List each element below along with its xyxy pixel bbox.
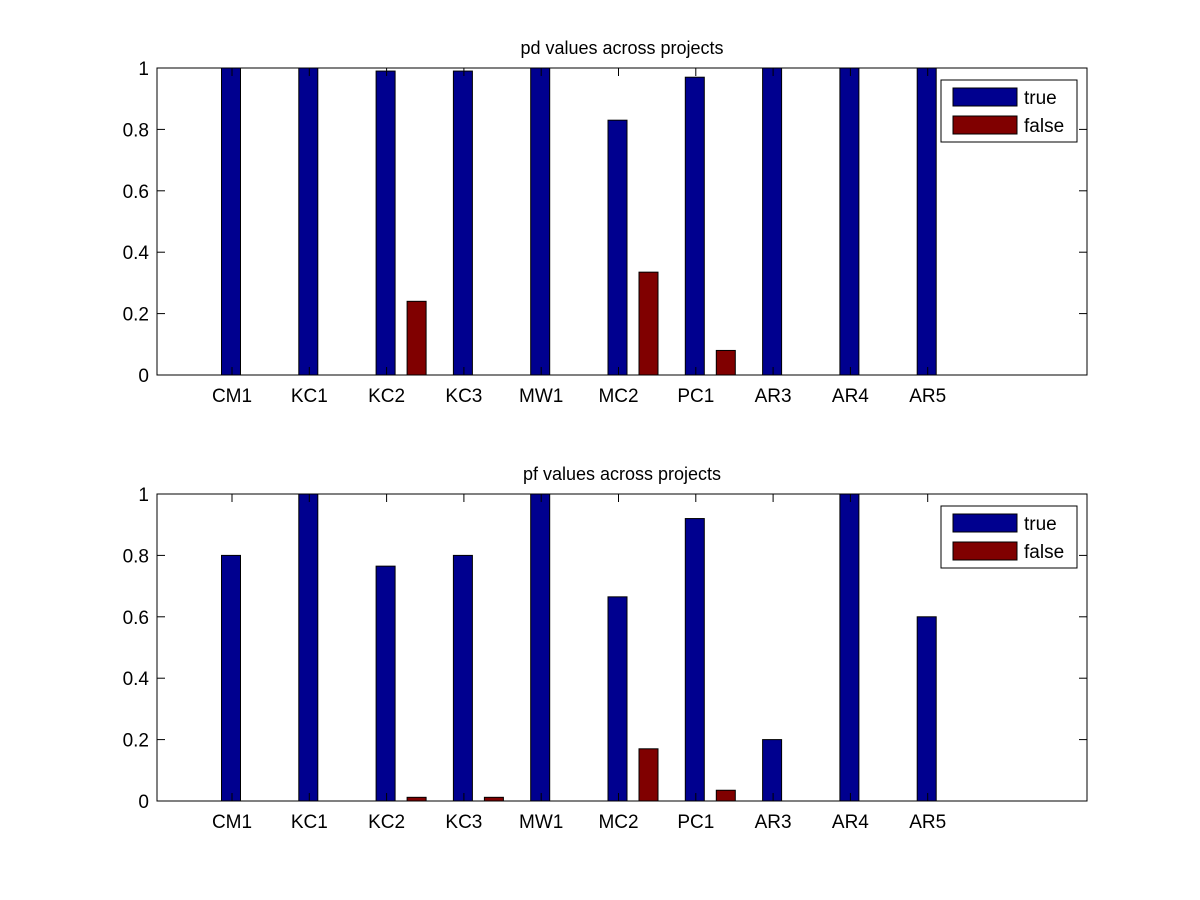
y-tick-label: 0.6 (123, 182, 149, 203)
bar-false-kc3 (483, 796, 504, 802)
y-tick-label: 0.4 (123, 669, 150, 690)
bar-true-ar5 (916, 616, 937, 802)
legend: true false (940, 79, 1078, 143)
bar-true-mw1 (530, 493, 551, 802)
x-tick-label-kc1: KC1 (291, 812, 328, 833)
bar-true-mc2 (607, 119, 628, 376)
x-tick-label-kc3: KC3 (445, 812, 482, 833)
bar-true-kc2 (375, 565, 396, 802)
bar-true-mw1 (530, 67, 551, 376)
x-tick-label-pc1: PC1 (677, 812, 714, 833)
y-tick-label: 0 (138, 792, 149, 813)
bar-true-kc1 (298, 493, 319, 802)
x-tick-label-mc2: MC2 (598, 812, 638, 833)
x-tick-label-mw1: MW1 (519, 386, 563, 407)
x-tick-label-kc2: KC2 (368, 386, 405, 407)
legend: true false (940, 505, 1078, 569)
x-tick-label-ar5: AR5 (909, 812, 946, 833)
bar-true-mc2 (607, 596, 628, 802)
legend-label-false: false (1024, 116, 1064, 137)
bar-true-kc3 (452, 554, 473, 802)
bar-true-ar4 (839, 493, 860, 802)
bar-false-mc2 (638, 271, 659, 376)
chart-2: 0 0.2 0.4 0.6 0.8 1 CM1 KC1 KC2 KC3 MW1 MC2 PC1 AR3 AR… (123, 464, 1088, 833)
legend-swatch-true (952, 87, 1018, 107)
chart-title: pf values across projects (523, 464, 721, 484)
chart-1: 0 0.2 0.4 0.6 0.8 1 CM1 KC1 KC2 KC3 MW1 MC2 PC1 AR3 AR… (123, 38, 1088, 407)
x-tick-label-mc2: MC2 (598, 386, 638, 407)
y-tick-label: 0.2 (123, 731, 149, 752)
x-tick-label-kc1: KC1 (291, 386, 328, 407)
y-tick-label: 1 (138, 485, 149, 506)
y-tick-label: 0.6 (123, 608, 149, 629)
y-tick-label: 0.8 (123, 120, 149, 141)
bar-true-ar5 (916, 67, 937, 376)
x-tick-label-ar5: AR5 (909, 386, 946, 407)
bar-false-mc2 (638, 748, 659, 802)
bar-false-pc1 (715, 349, 736, 376)
y-tick-label: 0 (138, 366, 149, 387)
x-tick-label-ar3: AR3 (755, 812, 792, 833)
bar-true-ar3 (762, 739, 783, 802)
y-tick-label: 0.8 (123, 546, 149, 567)
x-tick-label-cm1: CM1 (212, 812, 252, 833)
x-tick-label-ar4: AR4 (832, 812, 869, 833)
bar-true-pc1 (684, 76, 705, 376)
legend-label-false: false (1024, 542, 1064, 563)
bar-true-ar4 (839, 67, 860, 376)
x-tick-label-mw1: MW1 (519, 812, 563, 833)
bar-true-kc1 (298, 67, 319, 376)
bar-false-pc1 (715, 789, 736, 802)
bar-true-kc2 (375, 70, 396, 376)
axes-frame (156, 493, 1088, 802)
x-tick-label-ar4: AR4 (832, 386, 869, 407)
y-tick-label: 0.4 (123, 243, 150, 264)
x-tick-label-ar3: AR3 (755, 386, 792, 407)
legend-label-true: true (1024, 514, 1057, 535)
x-tick-label-pc1: PC1 (677, 386, 714, 407)
chart-title: pd values across projects (520, 38, 723, 58)
bar-false-kc2 (406, 300, 427, 376)
x-tick-label-kc2: KC2 (368, 812, 405, 833)
legend-swatch-false (952, 115, 1018, 135)
legend-swatch-false (952, 541, 1018, 561)
x-tick-label-cm1: CM1 (212, 386, 252, 407)
y-tick-label: 1 (138, 59, 149, 80)
legend-swatch-true (952, 513, 1018, 533)
bar-true-cm1 (221, 554, 241, 802)
bar-true-cm1 (221, 67, 241, 376)
bar-true-pc1 (684, 518, 705, 802)
legend-label-true: true (1024, 88, 1057, 109)
bar-false-kc2 (406, 796, 427, 802)
axes-frame (156, 67, 1088, 376)
bar-true-ar3 (762, 67, 783, 376)
bar-true-kc3 (452, 70, 473, 376)
x-tick-label-kc3: KC3 (445, 386, 482, 407)
y-tick-label: 0.2 (123, 305, 149, 326)
